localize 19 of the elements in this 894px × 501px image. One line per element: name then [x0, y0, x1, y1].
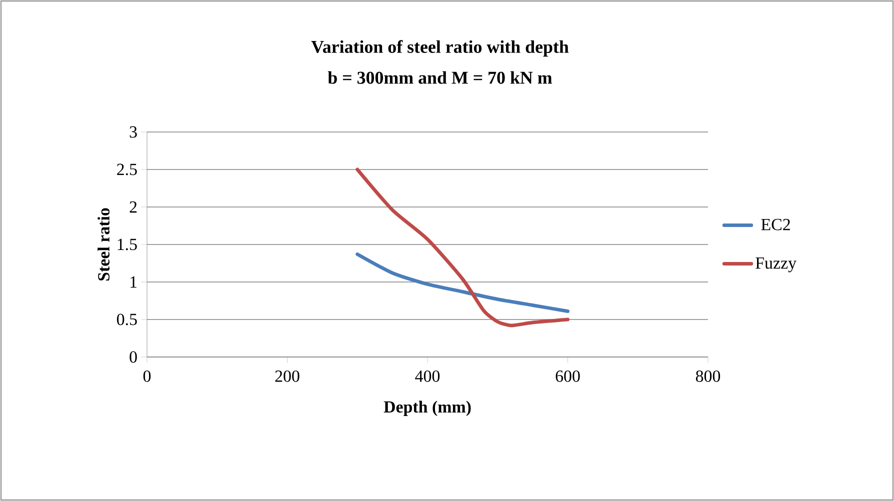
line-series [356, 252, 570, 313]
x-tick-label: 400 [415, 370, 440, 382]
legend-label: EC2 [761, 218, 790, 230]
y-tick-label: 3 [130, 126, 137, 138]
y-tick-label: 1.5 [118, 238, 137, 250]
chart-title: Variation of steel ratio with depth b = 300mm and M = 70 kN m [311, 40, 569, 84]
x-axis-title: Depth (mm) [384, 400, 471, 416]
y-tick-label: 2.5 [117, 164, 137, 176]
x-tick-label: 200 [275, 370, 300, 382]
y-tick-label: 1 [130, 276, 136, 288]
y-axis-title: Steel ratio [98, 208, 110, 280]
y-tick-label: 2 [130, 201, 137, 213]
y-tick-label: 0 [130, 351, 137, 363]
x-tick-label: 0 [143, 370, 151, 382]
x-tick-label: 600 [556, 370, 580, 382]
legend-label: Fuzzy [756, 257, 796, 272]
line-series [356, 168, 570, 328]
x-tick-label: 800 [696, 370, 720, 382]
y-tick-label: 0.5 [116, 314, 137, 326]
